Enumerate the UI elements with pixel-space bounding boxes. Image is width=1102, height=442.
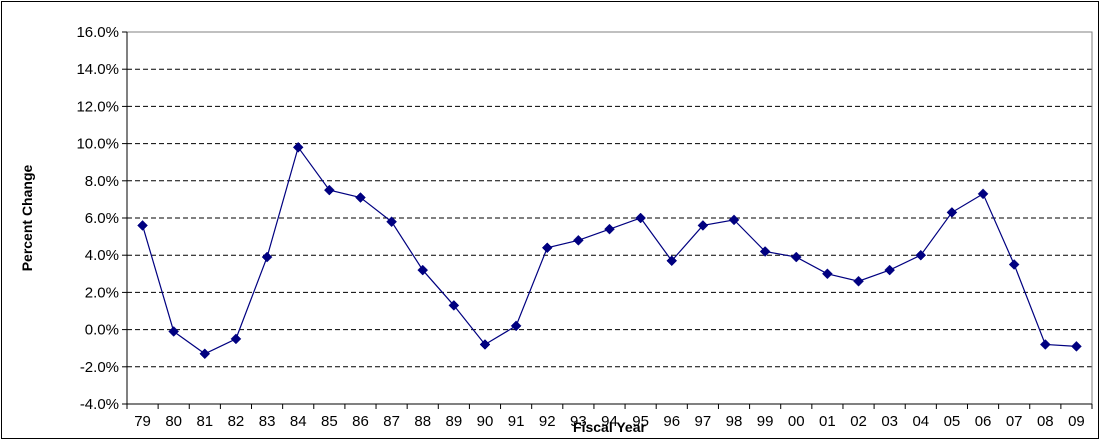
- data-point: [417, 264, 429, 276]
- x-tick-label: 89: [446, 413, 463, 430]
- data-point: [666, 255, 678, 267]
- y-tick-label: 14.0%: [76, 61, 119, 78]
- data-point: [884, 264, 896, 276]
- y-tick-label: 4.0%: [85, 247, 119, 264]
- data-point: [261, 251, 273, 263]
- x-tick-label: 88: [414, 413, 431, 430]
- data-point: [822, 268, 833, 280]
- data-point: [604, 223, 615, 235]
- data-point: [573, 234, 584, 246]
- gridlines: [127, 68, 1092, 368]
- x-axis: 79 80 81 82 83 84 85 86 87 88 89 90 91 92 93 94 95 96 97 98…: [126, 403, 1093, 430]
- y-axis: -4.0% -2.0% 0.0% 2.0% 4.0% 6.0% 8.0% 10.0% 12.0%…: [76, 24, 128, 413]
- x-tick-label: 91: [508, 413, 525, 430]
- x-tick-label: 84: [290, 413, 307, 430]
- x-tick-label: 81: [196, 413, 213, 430]
- x-tick-label: 94: [601, 413, 618, 430]
- data-point: [853, 275, 864, 287]
- data-point: [790, 251, 802, 263]
- y-tick-label: -2.0%: [80, 359, 119, 376]
- data-point: [479, 339, 491, 350]
- data-point: [1008, 259, 1020, 270]
- data-point: [946, 207, 958, 218]
- x-tick-label: 00: [788, 413, 805, 430]
- data-point: [137, 220, 148, 231]
- y-tick-label: 8.0%: [85, 173, 119, 190]
- x-tick-label: 02: [850, 413, 867, 430]
- x-tick-label: 96: [663, 413, 680, 430]
- x-tick-label: 09: [1068, 413, 1085, 430]
- series-line: [141, 145, 1077, 355]
- x-tick-label: 99: [757, 413, 774, 430]
- y-tick-label: 12.0%: [76, 98, 119, 115]
- x-tick-label: 04: [912, 413, 929, 430]
- y-tick-label: 2.0%: [85, 284, 119, 301]
- y-tick-label: 6.0%: [85, 210, 119, 227]
- data-point: [199, 348, 211, 360]
- x-tick-label: 90: [477, 413, 494, 430]
- x-axis-title: Fiscal Year: [573, 419, 646, 435]
- x-tick-label: 05: [944, 413, 961, 430]
- data-point: [386, 216, 397, 228]
- x-tick-label: 98: [726, 413, 743, 430]
- x-tick-label: 87: [383, 413, 400, 430]
- data-point: [697, 220, 709, 231]
- data-point: [915, 249, 927, 261]
- data-point: [635, 212, 646, 224]
- x-tick-label: 93: [570, 413, 587, 430]
- x-tick-label: 06: [975, 413, 992, 430]
- x-tick-label: 86: [352, 413, 369, 430]
- data-point: [168, 326, 180, 337]
- x-tick-label: 07: [1006, 413, 1023, 430]
- data-point: [1071, 340, 1082, 352]
- y-axis-title: Percent Change: [19, 164, 35, 271]
- x-tick-label: 92: [539, 413, 556, 430]
- x-tick-label: 03: [881, 413, 898, 430]
- data-point: [1039, 339, 1051, 350]
- data-point: [541, 242, 553, 254]
- data-point: [448, 300, 460, 311]
- x-tick-label: 01: [819, 413, 836, 430]
- x-tick-label: 79: [134, 413, 151, 430]
- y-tick-label: 10.0%: [76, 136, 119, 153]
- data-point: [230, 333, 242, 345]
- x-tick-label: 80: [165, 413, 182, 430]
- data-point: [292, 141, 304, 153]
- y-tick-label: 0.0%: [85, 322, 119, 339]
- y-tick-label: 16.0%: [76, 24, 119, 41]
- x-tick-label: 85: [321, 413, 338, 430]
- data-point: [728, 214, 740, 226]
- x-tick-label: 08: [1037, 413, 1054, 430]
- data-point: [355, 192, 366, 203]
- y-tick-label: -4.0%: [80, 396, 119, 413]
- series: [137, 141, 1082, 360]
- data-point: [759, 246, 771, 257]
- data-point: [510, 320, 522, 332]
- x-tick-label: 83: [259, 413, 276, 430]
- data-point: [323, 184, 335, 196]
- x-tick-label: 97: [695, 413, 712, 430]
- x-tick-label: 95: [632, 413, 649, 430]
- data-point: [977, 188, 989, 200]
- x-tick-label: 82: [228, 413, 245, 430]
